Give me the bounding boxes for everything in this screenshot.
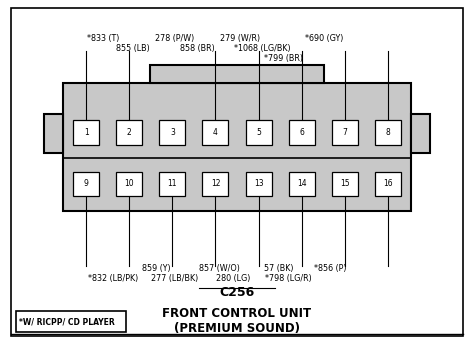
Text: *W/ RICPP/ CD PLAYER: *W/ RICPP/ CD PLAYER [19,317,115,326]
Text: 7: 7 [342,128,347,137]
Text: 859 (Y): 859 (Y) [142,264,170,273]
Bar [202,120,228,145]
Text: 9: 9 [84,180,89,189]
Text: 277 (LB/BK): 277 (LB/BK) [151,275,199,283]
Bar [375,172,401,196]
Text: 278 (P/W): 278 (P/W) [155,34,194,43]
Text: 1: 1 [84,128,89,137]
Bar [63,83,411,211]
Bar [116,172,142,196]
Bar [246,120,272,145]
Text: 11: 11 [168,180,177,189]
Text: C256: C256 [219,286,255,299]
Text: *832 (LB/PK): *832 (LB/PK) [89,275,139,283]
Text: 2: 2 [127,128,132,137]
Text: 280 (LG): 280 (LG) [216,275,250,283]
Bar [44,114,63,153]
Text: 6: 6 [299,128,304,137]
Bar [289,120,315,145]
Bar [375,120,401,145]
Text: 857 (W/O): 857 (W/O) [199,264,240,273]
Text: *1068 (LG/BK): *1068 (LG/BK) [234,44,290,53]
Text: 14: 14 [297,180,306,189]
Bar [159,120,185,145]
Text: (PREMIUM SOUND): (PREMIUM SOUND) [174,322,300,335]
Bar [246,172,272,196]
Text: *833 (T): *833 (T) [87,34,119,43]
Text: 15: 15 [340,180,349,189]
Bar [150,65,324,83]
Bar [159,172,185,196]
Bar [116,120,142,145]
Text: 57 (BK): 57 (BK) [264,264,294,273]
Text: 4: 4 [213,128,218,137]
Bar [289,172,315,196]
Text: 12: 12 [211,180,220,189]
Text: *798 (LG/R): *798 (LG/R) [264,275,311,283]
Text: 5: 5 [256,128,261,137]
Text: 858 (BR): 858 (BR) [180,44,214,53]
Text: 855 (LB): 855 (LB) [116,44,149,53]
Text: 10: 10 [125,180,134,189]
Bar [73,172,99,196]
Bar [332,172,358,196]
Text: 279 (W/R): 279 (W/R) [220,34,260,43]
Text: 13: 13 [254,180,264,189]
Bar [202,172,228,196]
Text: *799 (BR): *799 (BR) [264,54,303,63]
Text: *690 (GY): *690 (GY) [305,34,343,43]
Bar [332,120,358,145]
Bar [16,311,126,332]
Bar [73,120,99,145]
Text: FRONT CONTROL UNIT: FRONT CONTROL UNIT [163,307,311,320]
Text: 16: 16 [383,180,392,189]
Text: 3: 3 [170,128,175,137]
Text: *856 (P): *856 (P) [314,264,346,273]
Text: 8: 8 [385,128,390,137]
Bar [411,114,430,153]
